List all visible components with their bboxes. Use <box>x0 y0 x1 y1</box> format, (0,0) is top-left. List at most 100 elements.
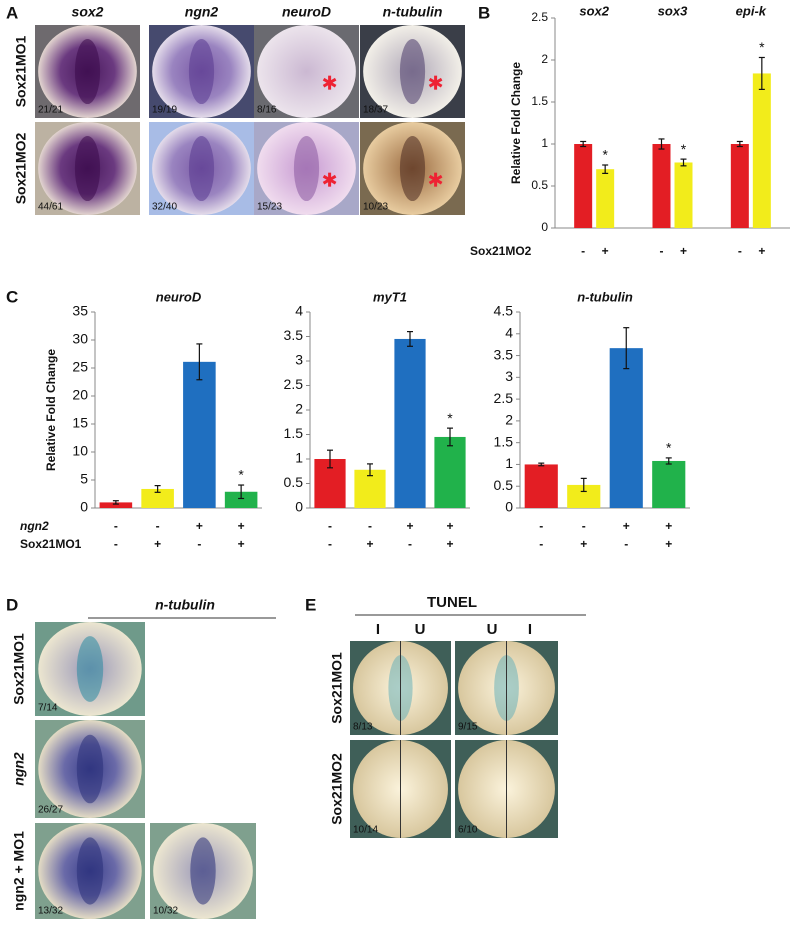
panel-letter: E <box>305 595 316 614</box>
panel-title: TUNEL <box>427 594 477 611</box>
condition-sign: - <box>539 537 543 551</box>
row-label: ngn2 <box>11 752 27 786</box>
embryo-stain <box>399 38 426 105</box>
count-label: 26/27 <box>38 805 63 816</box>
y-tick-label: 30 <box>72 331 88 347</box>
embryo-stain <box>190 837 216 905</box>
condition-sign: + <box>154 537 161 551</box>
condition-sign: - <box>328 519 332 533</box>
count-label: 10/14 <box>353 825 378 836</box>
embryo <box>257 25 356 118</box>
significance-label: * <box>447 410 453 426</box>
embryo-stain <box>188 135 215 202</box>
y-tick-label: 1.5 <box>531 94 548 108</box>
bar <box>394 338 426 508</box>
y-tick-label: 0.5 <box>531 178 548 192</box>
chart-title: n-tubulin <box>577 289 633 304</box>
condition-sign: - <box>624 537 628 551</box>
count-label: 19/19 <box>152 105 177 116</box>
bar <box>609 348 643 508</box>
chart-title: neuroD <box>156 289 202 304</box>
row-label: Sox21MO1 <box>11 633 27 705</box>
y-axis-label: Relative Fold Change <box>509 62 523 184</box>
count-label: 8/16 <box>257 105 277 116</box>
condition-sign: - <box>197 537 201 551</box>
panel-title: n-tubulin <box>155 597 215 613</box>
bar <box>224 491 258 508</box>
condition-sign: + <box>758 244 765 258</box>
y-tick-label: 2 <box>295 401 303 417</box>
category-header: epi-k <box>736 3 767 18</box>
panel-letter: A <box>6 3 18 22</box>
count-label: 9/15 <box>458 722 478 733</box>
bar <box>730 144 749 228</box>
column-header: U <box>415 621 426 638</box>
count-label: 44/61 <box>38 202 63 213</box>
bar <box>652 460 686 508</box>
y-tick-label: 0 <box>295 499 303 515</box>
condition-sign: - <box>156 519 160 533</box>
condition-sign: - <box>539 519 543 533</box>
condition-sign: + <box>366 537 373 551</box>
y-tick-label: 25 <box>72 359 88 375</box>
significance-label: * <box>602 147 608 163</box>
count-label: 6/10 <box>458 825 478 836</box>
embryo-stain <box>74 135 101 202</box>
column-header: I <box>528 621 532 638</box>
panel-letter: B <box>478 3 490 22</box>
condition-sign: + <box>602 244 609 258</box>
bar <box>574 144 593 228</box>
bar <box>99 502 133 508</box>
condition-sign: - <box>114 519 118 533</box>
column-header: ngn2 <box>185 4 219 20</box>
condition-sign: - <box>581 244 585 258</box>
y-tick-label: 0 <box>541 220 548 234</box>
embryo-stain <box>188 38 215 105</box>
condition-sign: - <box>368 519 372 533</box>
y-tick-label: 3 <box>295 352 303 368</box>
column-header: neuroD <box>282 4 331 20</box>
embryo-stain <box>76 636 104 702</box>
y-tick-label: 4.5 <box>494 303 514 319</box>
y-tick-label: 2 <box>505 412 513 428</box>
count-label: 15/23 <box>257 202 282 213</box>
row-label: Sox21MO2 <box>13 132 29 204</box>
y-tick-label: 20 <box>72 387 88 403</box>
embryo-stain <box>293 135 320 202</box>
y-tick-label: 2.5 <box>284 376 304 392</box>
condition-sign: + <box>623 519 630 533</box>
count-label: 10/23 <box>363 202 388 213</box>
bar <box>596 169 615 228</box>
column-header: U <box>487 621 498 638</box>
row-label: Sox21MO1 <box>13 35 29 107</box>
count-label: 7/14 <box>38 703 58 714</box>
embryo-stain <box>76 734 104 804</box>
row-label: Sox21MO2 <box>329 753 345 825</box>
y-tick-label: 5 <box>80 471 88 487</box>
y-tick-label: 1.5 <box>284 425 304 441</box>
condition-sign: + <box>446 519 453 533</box>
y-tick-label: 4 <box>505 324 513 340</box>
column-header: n-tubulin <box>383 4 443 20</box>
condition-sign: + <box>446 537 453 551</box>
y-tick-label: 1.5 <box>494 433 514 449</box>
chart-title: myT1 <box>373 289 407 304</box>
condition-sign: + <box>238 537 245 551</box>
condition-sign: - <box>328 537 332 551</box>
y-tick-label: 3.5 <box>494 346 514 362</box>
y-tick-label: 2.5 <box>494 390 514 406</box>
y-tick-label: 0.5 <box>284 474 304 490</box>
significance-label: * <box>238 467 244 483</box>
y-tick-label: 0 <box>505 499 513 515</box>
row-label: Sox21MO1 <box>329 652 345 724</box>
bar <box>141 488 174 508</box>
bar <box>567 484 601 508</box>
y-tick-label: 15 <box>72 415 88 431</box>
column-header: I <box>376 621 380 638</box>
embryo-stain <box>74 38 101 105</box>
count-label: 18/37 <box>363 105 388 116</box>
y-tick-label: 4 <box>295 303 303 319</box>
count-label: 13/32 <box>38 906 63 917</box>
condition-sign: + <box>196 519 203 533</box>
